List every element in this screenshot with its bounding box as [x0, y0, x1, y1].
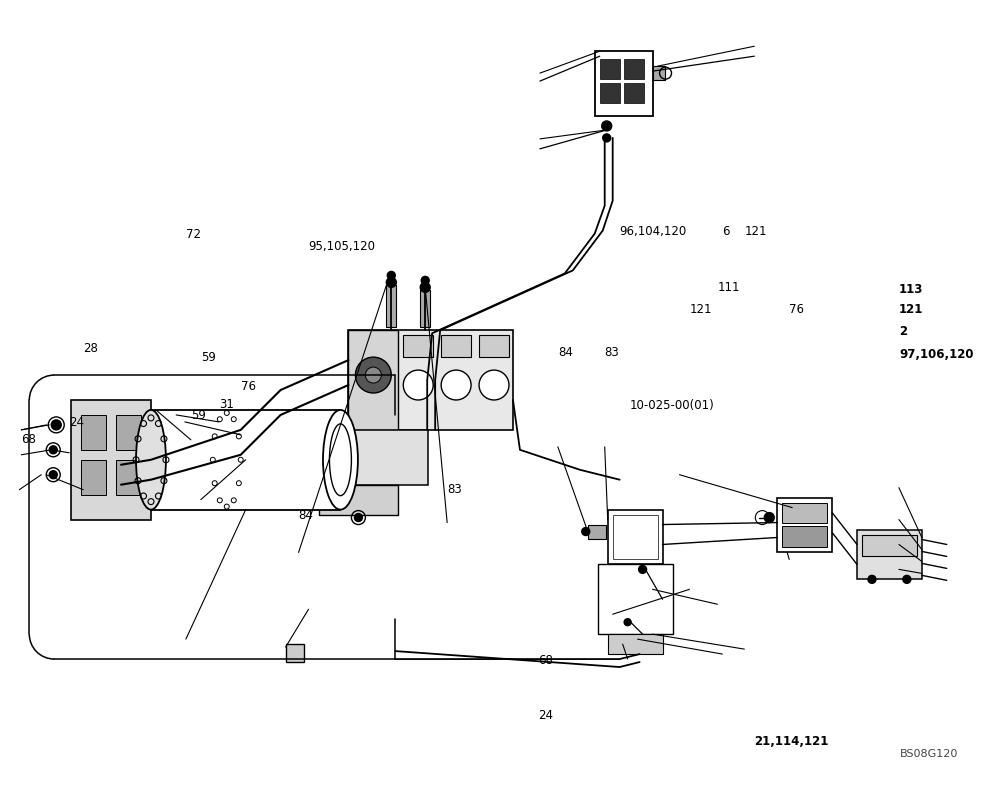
Text: 121: 121: [899, 303, 923, 317]
Circle shape: [903, 575, 911, 583]
Bar: [348, 330, 513, 430]
Circle shape: [421, 277, 429, 284]
Bar: [319, 485, 398, 515]
Circle shape: [354, 514, 362, 522]
Bar: [319, 430, 428, 485]
Text: 96,104,120: 96,104,120: [620, 225, 687, 238]
Bar: [71, 400, 151, 519]
Text: 95,105,120: 95,105,120: [309, 240, 376, 253]
Bar: [348, 330, 398, 430]
Text: 68: 68: [538, 655, 553, 667]
Text: 28: 28: [83, 342, 98, 355]
Bar: [403, 335, 433, 357]
Bar: [386, 285, 396, 327]
Text: 6: 6: [722, 225, 730, 238]
Text: 121: 121: [689, 303, 712, 317]
Bar: [116, 459, 141, 495]
Circle shape: [764, 512, 774, 522]
Circle shape: [49, 446, 57, 454]
Bar: [81, 415, 106, 450]
Circle shape: [355, 357, 391, 393]
Bar: [81, 459, 106, 495]
Text: 111: 111: [717, 281, 740, 295]
Bar: [653, 66, 665, 80]
Bar: [624, 83, 644, 103]
Text: 83: 83: [447, 483, 462, 496]
Text: 59: 59: [201, 351, 216, 364]
Circle shape: [479, 370, 509, 400]
Text: 84: 84: [299, 509, 313, 522]
Text: 21,114,121: 21,114,121: [754, 735, 829, 749]
Circle shape: [51, 420, 61, 430]
Text: 83: 83: [605, 346, 619, 359]
Circle shape: [365, 367, 381, 383]
Text: 24: 24: [69, 416, 84, 429]
Bar: [151, 410, 340, 510]
Text: 68: 68: [21, 433, 36, 446]
Bar: [862, 534, 917, 556]
Bar: [608, 510, 663, 564]
Bar: [595, 51, 653, 116]
Bar: [441, 335, 471, 357]
Bar: [777, 498, 832, 552]
Circle shape: [624, 619, 631, 626]
Circle shape: [387, 271, 395, 280]
Ellipse shape: [323, 410, 358, 510]
Circle shape: [582, 527, 590, 536]
Circle shape: [420, 282, 430, 292]
Bar: [600, 59, 620, 79]
Text: 24: 24: [538, 709, 553, 723]
Ellipse shape: [136, 410, 166, 510]
Text: 76: 76: [789, 303, 804, 317]
Bar: [116, 415, 141, 450]
Text: 59: 59: [191, 410, 206, 422]
Bar: [608, 634, 663, 654]
Circle shape: [403, 370, 433, 400]
Text: 10-025-00(01): 10-025-00(01): [630, 400, 714, 412]
Circle shape: [868, 575, 876, 583]
Circle shape: [386, 277, 396, 288]
Text: 113: 113: [899, 283, 923, 296]
Circle shape: [603, 134, 611, 142]
Bar: [857, 530, 922, 579]
Bar: [600, 83, 620, 103]
Text: 84: 84: [558, 346, 573, 359]
Text: 97,106,120: 97,106,120: [899, 348, 973, 361]
Text: 31: 31: [219, 398, 234, 411]
Text: BS08G120: BS08G120: [900, 749, 959, 759]
Circle shape: [639, 566, 647, 574]
Bar: [782, 526, 827, 548]
Bar: [286, 644, 304, 662]
Bar: [588, 525, 606, 540]
Bar: [782, 503, 827, 522]
Bar: [420, 290, 430, 327]
Circle shape: [441, 370, 471, 400]
Bar: [613, 515, 658, 559]
Bar: [479, 335, 509, 357]
Circle shape: [49, 470, 57, 478]
Bar: [598, 564, 673, 634]
Circle shape: [602, 121, 612, 131]
Text: 121: 121: [744, 225, 767, 238]
Ellipse shape: [329, 424, 351, 496]
Text: 2: 2: [899, 325, 907, 338]
Bar: [624, 59, 644, 79]
Text: 76: 76: [241, 380, 256, 392]
Text: 72: 72: [186, 228, 201, 241]
